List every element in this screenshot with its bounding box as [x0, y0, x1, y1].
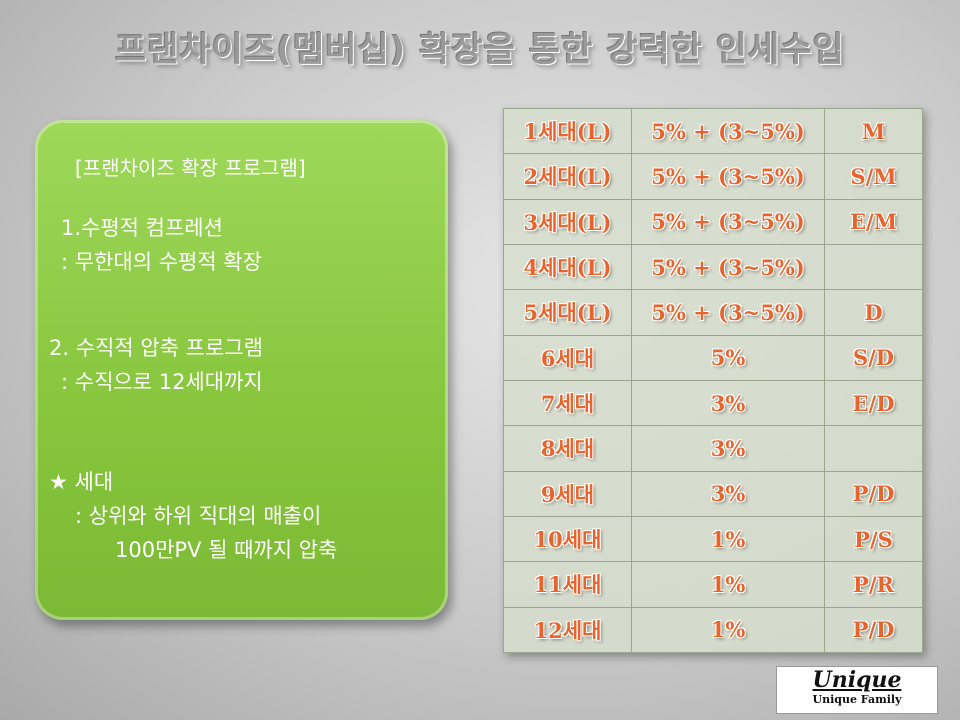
generation-table: 1세대(L) 5% + (3~5%) M 2세대(L) 5% + (3~5%) S/M 3세… — [503, 107, 923, 654]
table-cell: 5% + (3~5%) — [631, 198, 825, 245]
table-cell: 5% + (3~5%) — [631, 243, 825, 291]
table-cell — [824, 425, 923, 472]
table-cell: 1세대(L) — [503, 107, 632, 155]
table-cell: 1% — [631, 561, 825, 608]
table-cell: E/D — [824, 379, 923, 427]
table-row: 8세대 3% — [503, 425, 923, 472]
table-body: 1세대(L) 5% + (3~5%) M 2세대(L) 5% + (3~5%) S/M 3세… — [503, 107, 923, 654]
table-cell: 1% — [631, 515, 825, 563]
table-cell: 7세대 — [503, 379, 632, 427]
table-cell: E/M — [824, 198, 923, 245]
table-cell: D — [824, 289, 923, 336]
table-cell: M — [824, 107, 923, 155]
table-cell: 5% — [631, 334, 825, 381]
table-row: 10세대 1% P/S — [503, 515, 923, 563]
table-cell: 3% — [631, 425, 825, 472]
table-cell: 10세대 — [503, 515, 632, 563]
table-row: 9세대 3% P/D — [503, 470, 923, 517]
box-heading: [프랜차이즈 확장 프로그램] — [75, 156, 306, 180]
logo: Unique Unique Family — [776, 666, 938, 714]
item-title: 1.수평적 컴프레션 — [61, 216, 223, 240]
table-cell: 2세대(L) — [503, 153, 632, 200]
table-cell: 5% + (3~5%) — [631, 289, 825, 336]
table-row: 12세대 1% P/D — [503, 606, 923, 654]
slide-title: 프랜차이즈(멤버십) 확장을 통한 강력한 인세수입 — [114, 30, 846, 70]
item-detail: 100만PV 될 때까지 압축 — [115, 538, 338, 562]
table-cell: P/S — [824, 515, 923, 563]
table-row: 3세대(L) 5% + (3~5%) E/M — [503, 198, 923, 245]
table-cell: 12세대 — [503, 606, 632, 654]
table-cell: 5% + (3~5%) — [631, 107, 825, 155]
table-cell: 5% + (3~5%) — [631, 153, 825, 200]
table-cell: S/D — [824, 334, 923, 381]
table-cell: 9세대 — [503, 470, 632, 517]
table-cell: 11세대 — [503, 561, 632, 608]
logo-name: Unique — [812, 667, 902, 693]
table-cell: 8세대 — [503, 425, 632, 472]
table-cell: 3세대(L) — [503, 198, 632, 245]
table-cell: 6세대 — [503, 334, 632, 381]
item-detail: : 무한대의 수평적 확장 — [61, 250, 262, 274]
table-row: 11세대 1% P/R — [503, 561, 923, 608]
table-row: 4세대(L) 5% + (3~5%) — [503, 243, 923, 291]
table-row: 2세대(L) 5% + (3~5%) S/M — [503, 153, 923, 200]
item-title: ★ 세대 — [49, 470, 114, 494]
logo-tagline: Unique Family — [812, 693, 902, 706]
item-title: 2. 수직적 압축 프로그램 — [49, 336, 263, 360]
table-cell: 3% — [631, 470, 825, 517]
item-detail: : 상위와 하위 직대의 매출이 — [75, 504, 322, 528]
table-cell: S/M — [824, 153, 923, 200]
table-row: 5세대(L) 5% + (3~5%) D — [503, 289, 923, 336]
table-cell — [824, 243, 923, 291]
table-cell: P/D — [824, 606, 923, 654]
item-detail: : 수직으로 12세대까지 — [61, 370, 263, 394]
table-row: 7세대 3% E/D — [503, 379, 923, 427]
table-cell: 4세대(L) — [503, 243, 632, 291]
program-box: [프랜차이즈 확장 프로그램] 1.수평적 컴프레션 : 무한대의 수평적 확장… — [35, 120, 448, 620]
table-cell: P/D — [824, 470, 923, 517]
table-cell: 5세대(L) — [503, 289, 632, 336]
table-row: 1세대(L) 5% + (3~5%) M — [503, 107, 923, 155]
table-row: 6세대 5% S/D — [503, 334, 923, 381]
table-cell: 1% — [631, 606, 825, 654]
table-cell: 3% — [631, 379, 825, 427]
table-cell: P/R — [824, 561, 923, 608]
